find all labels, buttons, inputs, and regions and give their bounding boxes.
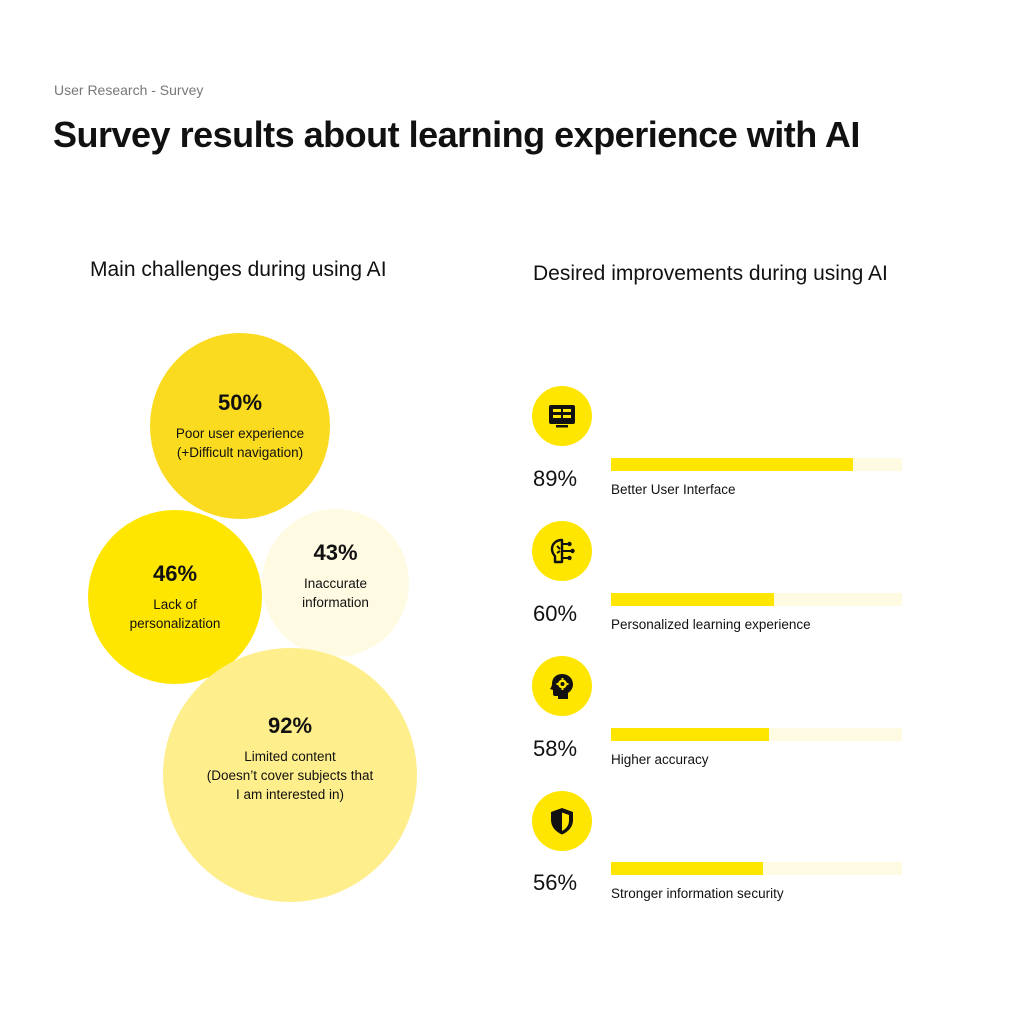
bar-category-label: Higher accuracy <box>611 752 709 767</box>
bubble-value: 43% <box>313 540 358 565</box>
bar-fill <box>611 593 775 606</box>
shield-icon <box>532 791 592 851</box>
bubble-inaccurate-info: 43% Inaccurate information <box>262 509 409 657</box>
bar-fill <box>611 728 769 741</box>
bar-track <box>611 593 902 606</box>
bar-value-label: 58% <box>533 736 578 761</box>
bubble-value: 46% <box>152 561 198 586</box>
bubble-lack-personalization: 46% Lack of personalization <box>88 510 262 684</box>
bubble-poor-ux: 50% Poor user experience (+Difficult nav… <box>150 333 330 519</box>
monitor-interface-icon <box>532 386 592 446</box>
eyebrow-label: User Research - Survey <box>54 82 204 98</box>
bar-value-label: 56% <box>533 870 578 895</box>
bubble-label: Inaccurate information <box>302 576 369 610</box>
bar-fill <box>611 862 764 875</box>
bar-track <box>611 862 902 875</box>
bar-category-label: Personalized learning experience <box>611 617 811 632</box>
bar-track <box>611 728 902 741</box>
bubble-value: 92% <box>267 712 313 738</box>
bubble-limited-content: 92% Limited content (Doesn’t cover subje… <box>163 648 417 902</box>
bar-fill <box>611 458 854 471</box>
head-gear-icon <box>532 656 592 716</box>
bubble-label: Poor user experience (+Difficult navigat… <box>175 426 305 460</box>
improvements-heading: Desired improvements during using AI <box>533 262 888 285</box>
challenges-heading: Main challenges during using AI <box>90 258 387 281</box>
bar-category-label: Stronger information security <box>611 886 784 901</box>
bar-value-label: 60% <box>533 601 578 626</box>
bubble-value: 50% <box>217 390 263 415</box>
bar-value-label: 89% <box>533 466 578 491</box>
page-title: Survey results about learning experience… <box>53 114 860 155</box>
brain-circuit-icon <box>532 521 592 581</box>
bubble-label: Limited content (Doesn’t cover subjects … <box>206 748 374 802</box>
bubble-label: Lack of personalization <box>129 597 221 631</box>
bar-category-label: Better User Interface <box>611 482 736 497</box>
bar-track <box>611 458 902 471</box>
